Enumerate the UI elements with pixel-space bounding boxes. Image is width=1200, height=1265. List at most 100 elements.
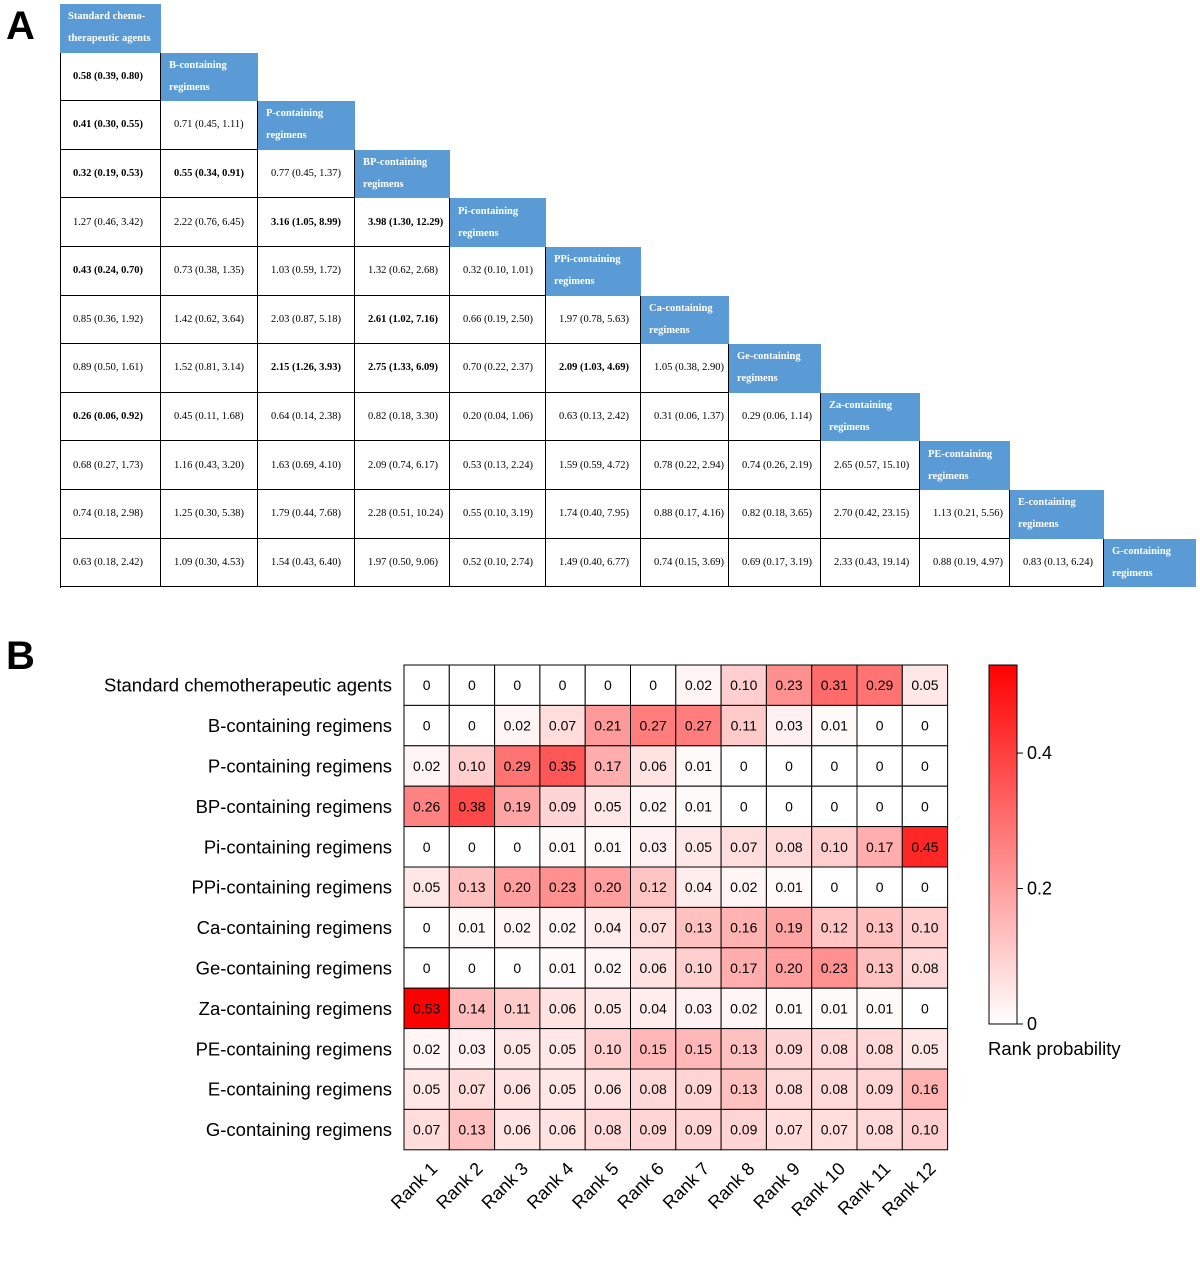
heatmap-cell bbox=[584, 987, 632, 1030]
league-cell: 0.69 (0.17, 3.19) bbox=[729, 538, 821, 588]
heatmap-cell bbox=[403, 987, 450, 1030]
league-cell: 0.53 (0.13, 2.24) bbox=[450, 441, 546, 490]
cell-value: 0.09 bbox=[549, 798, 576, 814]
heatmap-cell bbox=[584, 745, 632, 787]
league-cell: 0.77 (0.45, 1.37) bbox=[258, 149, 355, 199]
cell-value: 0.01 bbox=[549, 960, 576, 976]
heatmap-cell bbox=[675, 947, 722, 989]
heatmap-cell bbox=[901, 866, 949, 908]
league-cell: 2.22 (0.76, 6.45) bbox=[161, 198, 258, 247]
cell-value: 0 bbox=[785, 798, 793, 814]
heatmap-cell bbox=[720, 704, 767, 747]
heatmap-cell bbox=[448, 785, 496, 828]
league-cell: 0.78 (0.22, 2.94) bbox=[641, 441, 729, 490]
heatmap-cell bbox=[494, 785, 541, 828]
league-cell: 1.25 (0.30, 5.38) bbox=[161, 490, 258, 539]
heatmap-cell bbox=[901, 664, 949, 706]
cell-value: 0.08 bbox=[594, 1122, 621, 1138]
heatmap-cell bbox=[765, 1028, 813, 1070]
cell-value: 0 bbox=[423, 920, 431, 936]
heatmap-cell bbox=[675, 1028, 722, 1070]
heatmap-cell bbox=[494, 1028, 541, 1070]
rank-label: Rank 3 bbox=[478, 1158, 532, 1212]
cell-value: 0.08 bbox=[640, 1081, 667, 1097]
league-header-9: PE-containing regimens bbox=[920, 441, 1010, 490]
cell-value: 0.20 bbox=[594, 879, 621, 895]
league-header-6: Ca-containing regimens bbox=[641, 295, 729, 345]
cell-value: 0.02 bbox=[504, 718, 531, 734]
cell-value: 0.53 bbox=[413, 1000, 440, 1016]
row-label: B-containing regimens bbox=[208, 715, 392, 736]
cell-value: 0.23 bbox=[821, 960, 848, 976]
heatmap-cell bbox=[675, 866, 722, 908]
heatmap-cell bbox=[856, 664, 903, 706]
cell-value: 0.10 bbox=[730, 677, 757, 693]
cell-value: 0.01 bbox=[821, 1000, 848, 1016]
cell-value: 0.01 bbox=[775, 879, 802, 895]
heatmap-cell bbox=[856, 785, 903, 828]
league-header-7: Ge-containing regimens bbox=[729, 344, 821, 393]
cell-value: 0 bbox=[604, 677, 612, 693]
heatmap-cell bbox=[675, 906, 722, 949]
heatmap-cell bbox=[765, 987, 813, 1030]
cell-value: 0.06 bbox=[640, 758, 667, 774]
row-label: Ca-containing regimens bbox=[197, 917, 392, 938]
cell-value: 0.17 bbox=[730, 960, 757, 976]
row-label: Pi-containing regimens bbox=[204, 836, 392, 857]
heatmap-cell bbox=[811, 866, 858, 908]
heatmap-cell bbox=[448, 1108, 496, 1151]
colorbar-label: Rank probability bbox=[988, 1038, 1121, 1059]
cell-value: 0 bbox=[513, 839, 521, 855]
cell-value: 0.20 bbox=[504, 879, 531, 895]
cell-value: 0 bbox=[423, 839, 431, 855]
heatmap-cell bbox=[494, 906, 541, 949]
cell-value: 0.23 bbox=[775, 677, 802, 693]
heatmap-cell bbox=[901, 1028, 949, 1070]
cell-value: 0.13 bbox=[458, 1122, 485, 1138]
cell-value: 0.12 bbox=[640, 879, 667, 895]
cell-value: 0.05 bbox=[911, 1041, 938, 1057]
cell-value: 0.05 bbox=[413, 1081, 440, 1097]
cell-value: 0 bbox=[513, 960, 521, 976]
league-cell: 0.55 (0.34, 0.91) bbox=[161, 149, 258, 199]
heatmap-cell bbox=[584, 866, 632, 908]
row-label: Za-containing regimens bbox=[199, 998, 392, 1019]
heatmap-cell bbox=[675, 987, 722, 1030]
heatmap-cell bbox=[494, 664, 541, 706]
league-cell: 0.32 (0.19, 0.53) bbox=[60, 149, 161, 199]
heatmap-cell bbox=[539, 745, 586, 787]
league-header-5: PPi-containing regimens bbox=[546, 247, 641, 296]
league-cell: 0.63 (0.13, 2.42) bbox=[546, 392, 641, 442]
heatmap-cell bbox=[630, 664, 677, 706]
colorbar-tick-label: 0 bbox=[1027, 1014, 1037, 1034]
heatmap-cell bbox=[630, 866, 677, 908]
rank-label: Rank 2 bbox=[432, 1158, 486, 1212]
heatmap-cell bbox=[403, 664, 450, 706]
league-header-3: BP-containing regimens bbox=[355, 149, 450, 199]
cell-value: 0.17 bbox=[594, 758, 621, 774]
league-cell: 0.70 (0.22, 2.37) bbox=[450, 344, 546, 393]
heatmap-cell bbox=[901, 826, 949, 868]
heatmap-cell bbox=[630, 906, 677, 949]
cell-value: 0.19 bbox=[504, 798, 531, 814]
heatmap-cell bbox=[720, 1108, 767, 1151]
cell-value: 0 bbox=[468, 677, 476, 693]
heatmap-cell bbox=[901, 704, 949, 747]
league-cell: 0.43 (0.24, 0.70) bbox=[60, 247, 161, 296]
cell-value: 0.03 bbox=[458, 1041, 485, 1057]
cell-value: 0.09 bbox=[866, 1081, 893, 1097]
heatmap-cell bbox=[765, 1068, 813, 1110]
cell-value: 0.05 bbox=[685, 839, 712, 855]
heatmap-cell bbox=[494, 866, 541, 908]
cell-value: 0.03 bbox=[775, 718, 802, 734]
cell-value: 0 bbox=[921, 1000, 929, 1016]
league-cell: 0.66 (0.19, 2.50) bbox=[450, 295, 546, 345]
heatmap-cell bbox=[584, 947, 632, 989]
heatmap-cell bbox=[856, 1108, 903, 1151]
cell-value: 0.17 bbox=[866, 839, 893, 855]
league-header-4: Pi-containing regimens bbox=[450, 198, 546, 247]
rank-label: Rank 1 bbox=[387, 1158, 441, 1212]
league-cell: 1.16 (0.43, 3.20) bbox=[161, 441, 258, 490]
league-cell: 0.71 (0.45, 1.11) bbox=[161, 101, 258, 150]
cell-value: 0.27 bbox=[640, 718, 667, 734]
